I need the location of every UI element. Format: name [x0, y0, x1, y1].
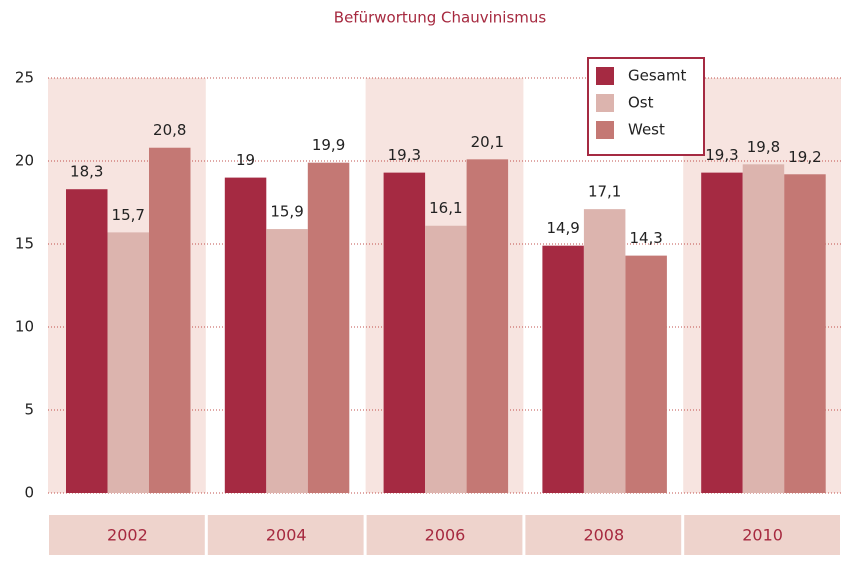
- bar: [383, 172, 426, 493]
- value-label: 20,1: [471, 133, 504, 151]
- legend-swatch: [596, 94, 614, 112]
- x-tick-label: 2010: [742, 526, 783, 545]
- y-tick-label: 0: [24, 484, 34, 502]
- bar: [742, 164, 785, 493]
- category-box: [207, 515, 364, 555]
- y-tick-label: 25: [15, 69, 34, 87]
- legend-swatch: [596, 121, 614, 139]
- category-box: [684, 515, 840, 555]
- bar: [149, 147, 191, 493]
- value-label: 19: [236, 151, 255, 169]
- value-label: 14,9: [546, 219, 579, 237]
- category-box: [49, 515, 205, 555]
- value-label: 19,2: [788, 148, 821, 166]
- legend-label: West: [628, 121, 665, 139]
- x-tick-label: 2002: [107, 526, 148, 545]
- value-label: 19,8: [747, 138, 780, 156]
- value-label: 17,1: [588, 183, 621, 201]
- value-label: 15,7: [112, 206, 145, 224]
- value-label: 19,3: [388, 146, 421, 164]
- bar: [107, 232, 149, 493]
- bar: [701, 172, 743, 493]
- bar: [542, 245, 584, 493]
- bar: [66, 189, 108, 493]
- y-tick-label: 10: [15, 318, 34, 336]
- bar: [625, 255, 667, 493]
- value-label: 19,3: [705, 146, 738, 164]
- bar: [307, 162, 350, 493]
- value-label: 14,3: [629, 229, 662, 247]
- legend-label: Ost: [628, 94, 654, 112]
- bar: [466, 159, 509, 493]
- x-tick-label: 2004: [266, 526, 307, 545]
- value-label: 15,9: [270, 203, 303, 221]
- legend-swatch: [596, 67, 614, 85]
- bar: [266, 229, 308, 493]
- category-box: [366, 515, 523, 555]
- category-box: [525, 515, 682, 555]
- bar: [583, 209, 626, 493]
- x-tick-label: 2006: [425, 526, 466, 545]
- value-label: 20,8: [153, 121, 186, 139]
- bar: [425, 225, 467, 494]
- value-label: 18,3: [70, 163, 103, 181]
- bar: [784, 174, 826, 493]
- y-tick-label: 20: [15, 152, 34, 170]
- chart-title: Befürwortung Chauvinismus: [334, 9, 547, 27]
- y-tick-label: 15: [15, 235, 34, 253]
- bar: [224, 177, 267, 493]
- legend-label: Gesamt: [628, 67, 686, 85]
- value-label: 19,9: [312, 136, 345, 154]
- value-label: 16,1: [429, 199, 462, 217]
- y-tick-label: 5: [24, 401, 34, 419]
- x-tick-label: 2008: [583, 526, 624, 545]
